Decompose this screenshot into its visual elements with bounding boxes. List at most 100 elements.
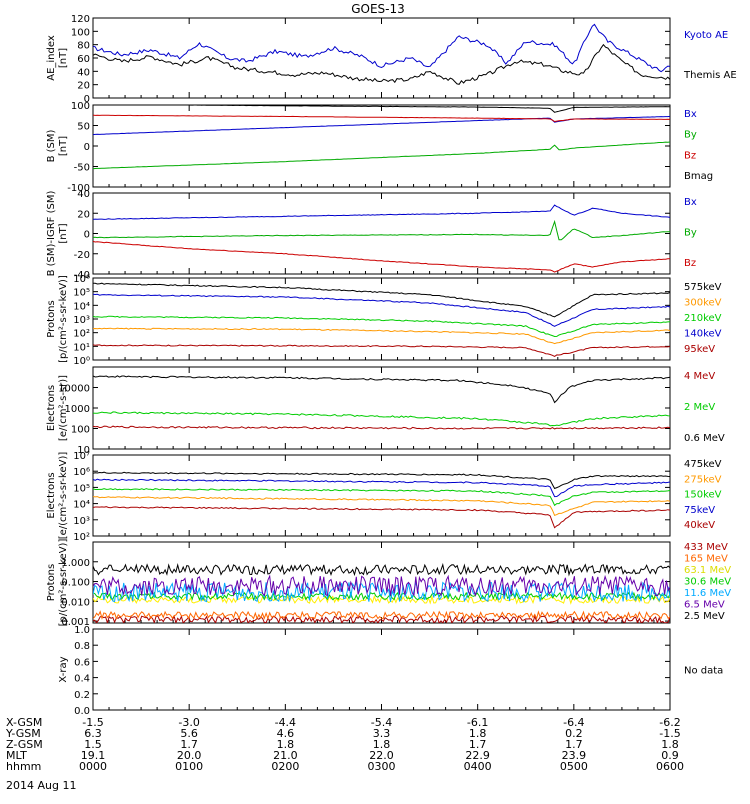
legend-entry: Kyoto AE [684, 30, 728, 41]
time-row-value: 1.8 [661, 738, 679, 751]
time-row-value: 4.6 [277, 727, 295, 740]
ytick-label: 0 [84, 142, 90, 153]
legend-entry: 165 MeV [684, 554, 728, 565]
y-axis-label-line: [e/(cm²-s-sr-keV)] [58, 452, 69, 540]
y-axis-label: X-ray [58, 656, 69, 682]
panel-frame [92, 277, 671, 361]
ytick-label: 40 [77, 189, 90, 200]
ytick-label: 20 [77, 209, 90, 220]
panel-7: 0.0010.0100.1001.000Protons[p/(cm²-s-sr-… [46, 539, 731, 629]
series-line-6 [93, 562, 670, 577]
ytick-label: 10⁷ [73, 451, 90, 462]
date-label: 2014 Aug 11 [6, 779, 76, 792]
legend-entry: 40keV [684, 520, 715, 531]
ytick-label: 0.8 [74, 641, 90, 652]
ytick-label: 0.4 [74, 674, 90, 685]
ytick-label: 0.100 [61, 578, 90, 589]
series-line-1 [93, 327, 670, 345]
time-row-value: 0300 [368, 760, 396, 773]
legend-entry: 475keV [684, 459, 722, 470]
time-row-value: 1.7 [565, 738, 583, 751]
time-row-value: -4.4 [275, 716, 296, 729]
series-line-2 [93, 240, 670, 273]
ytick-label: 80 [77, 41, 90, 52]
ytick-label: 0.2 [74, 690, 90, 701]
legend-entry: 63.1 MeV [684, 565, 731, 576]
time-row-value: 0000 [79, 760, 107, 773]
time-row-value: 0.2 [565, 727, 583, 740]
time-row-value: -6.4 [563, 716, 584, 729]
ytick-label: 100 [71, 27, 90, 38]
series-line-4 [93, 506, 670, 529]
panel-3: -40 -20 0 20 40 B (SM)-IGRF (SM)[nT] Bx By Bz [46, 189, 697, 281]
panel-6: 10² 10³ 10⁴ 10⁵ 10⁶ 10⁷ Electrons[e/(cm²-s-sr-… [46, 451, 722, 543]
y-axis-label-line: B (SM)-IGRF (SM) [46, 191, 57, 277]
series-line-0 [93, 204, 670, 220]
legend-entry: 275keV [684, 474, 722, 485]
ytick-label: 10 [77, 445, 90, 456]
time-row-value: 0500 [560, 760, 588, 773]
legend-entry: 2.5 MeV [684, 611, 725, 622]
ytick-label: 10⁵ [73, 288, 90, 299]
time-row-value: -6.1 [467, 716, 488, 729]
legend-entry: 300keV [684, 298, 722, 309]
legend-entry: 95keV [684, 344, 715, 355]
time-row-value: 6.3 [84, 727, 102, 740]
panel-frame [92, 192, 671, 275]
y-axis-label: Electrons[e/(cm²-s-sr)] [46, 375, 69, 441]
ytick-label: 120 [71, 14, 90, 25]
legend-entry: 575keV [684, 282, 722, 293]
y-axis-label-line: Electrons [46, 472, 57, 518]
time-row-value: 1.8 [373, 738, 391, 751]
series-line-0 [93, 425, 670, 430]
y-axis-label-line: X-ray [58, 656, 69, 682]
legend-entry: Themis AE [683, 70, 737, 81]
ytick-label: 0.010 [61, 597, 90, 608]
legend-entry: 2 MeV [684, 402, 715, 413]
legend-entry: 75keV [684, 505, 715, 516]
legend-entry: 433 MeV [684, 542, 728, 553]
time-row-value: -6.2 [659, 716, 680, 729]
time-row-label: MLT [6, 749, 27, 762]
time-row-value: -1.5 [659, 727, 680, 740]
series-line-2 [93, 488, 670, 507]
series-line-2 [93, 315, 670, 338]
series-line-1 [93, 219, 670, 241]
panel-8: 0.0 0.2 0.4 0.6 0.8 1.0 X-ray No data [58, 625, 723, 717]
series-line-3 [93, 591, 670, 602]
time-row-value: -1.5 [82, 716, 103, 729]
legend-entry: By [684, 228, 697, 239]
time-row-value: 21.0 [273, 749, 298, 762]
series-line-0 [93, 614, 670, 623]
legend-entry: Bz [684, 150, 696, 161]
ytick-label: -20 [74, 250, 90, 261]
time-row-value: 0400 [464, 760, 492, 773]
ytick-label: 40 [77, 67, 90, 78]
ytick-label: 0.6 [74, 657, 90, 668]
panel-2: -100 -50 0 50 100 B (SM)[nT] Bx By Bz Bmag [46, 101, 713, 194]
legend-entry: Bz [684, 258, 696, 269]
panel-4: 10⁰ 10¹ 10² 10³ 10⁴ 10⁵ 10⁶ Protons[p/(cm²-s-sr… [46, 274, 722, 367]
time-row-value: -3.0 [178, 716, 199, 729]
panel-frame [92, 454, 671, 537]
series-line-2 [93, 375, 670, 404]
ytick-label: 10⁴ [73, 500, 90, 511]
y-axis-label-line: Protons [46, 300, 57, 337]
ytick-label: -40 [74, 270, 90, 281]
ytick-label: 1.000 [61, 558, 90, 569]
ytick-label: 1000 [65, 404, 90, 415]
ytick-label: 50 [77, 122, 90, 133]
series-line-0 [93, 282, 670, 318]
ytick-label: 10⁰ [73, 356, 90, 367]
series-line-0 [93, 23, 670, 73]
series-line-3 [93, 478, 670, 498]
y-axis-label: Protons[p/(cm²-s-sr-keV)] [46, 539, 69, 627]
time-row-value: 1.7 [180, 738, 198, 751]
series-group [93, 105, 670, 170]
series-line-1 [93, 411, 670, 427]
series-line-0 [93, 471, 670, 490]
ytick-label: 10⁶ [73, 467, 90, 478]
y-axis-label: B (SM)[nT] [46, 129, 69, 162]
time-row-value: 0600 [656, 760, 684, 773]
